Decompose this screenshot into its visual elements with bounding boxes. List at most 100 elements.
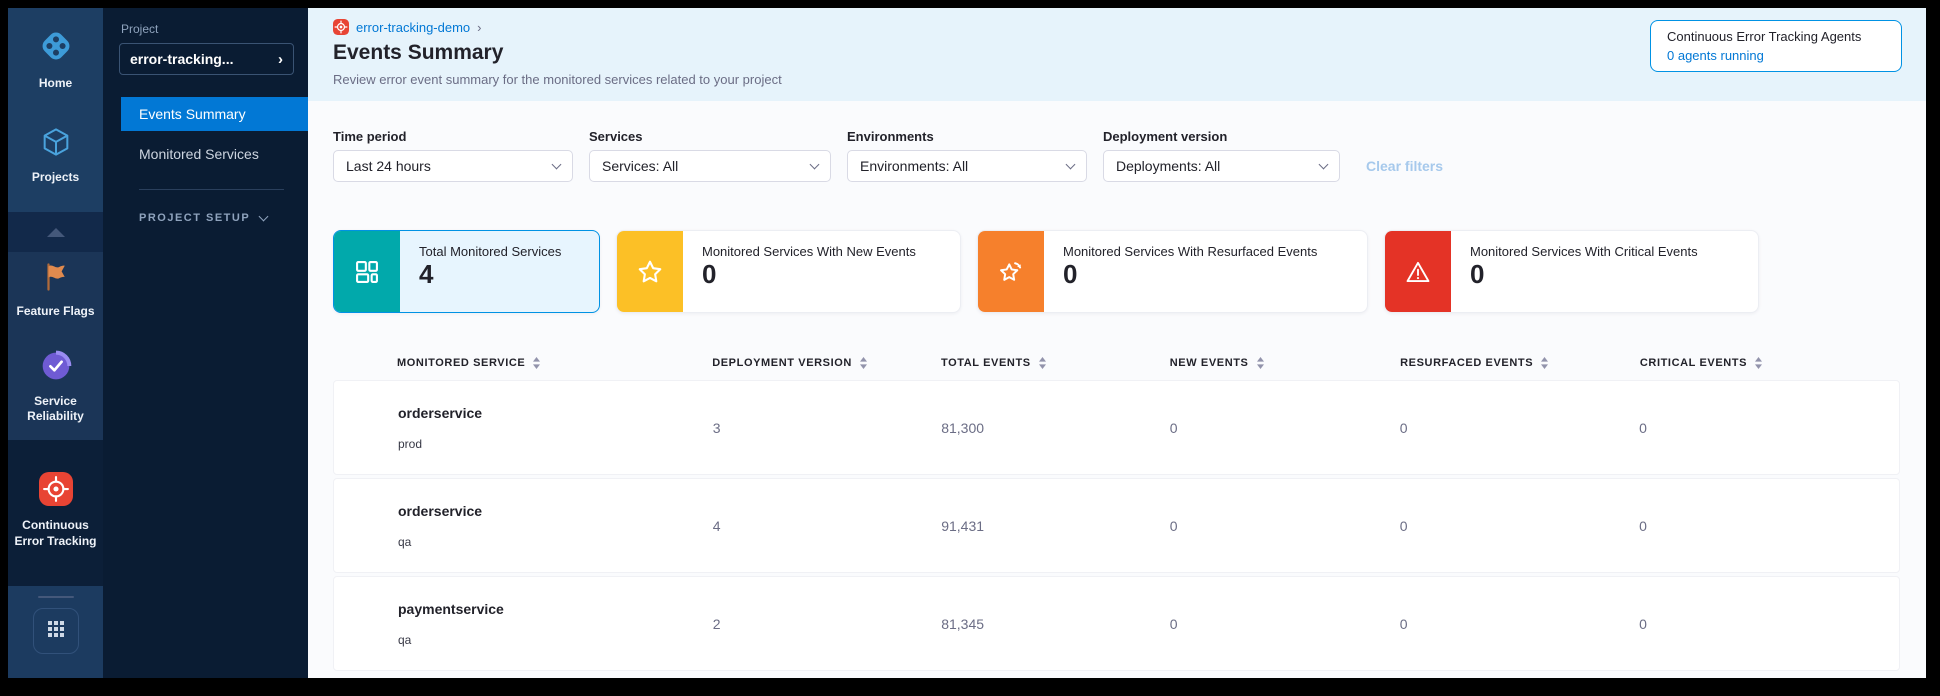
deployment-version-cell: 3 (712, 419, 721, 436)
service-cell: paymentservice qa (334, 601, 713, 647)
select-value: Services: All (602, 158, 679, 174)
rail-section-modules: Feature Flags Service Reliability (8, 252, 103, 440)
grid-dots-icon (47, 620, 65, 643)
main-content: error-tracking-demo › Events Summary Rev… (308, 8, 1926, 678)
card-value: 4 (419, 259, 434, 289)
page-subtitle: Review error event summary for the monit… (333, 72, 782, 87)
events-table: MONITORED SERVICE DEPLOYMENT VERSION TOT… (333, 350, 1900, 678)
card-label: Monitored Services With New Events (702, 244, 916, 259)
column-header-new-events[interactable]: NEW EVENTS (1170, 356, 1400, 370)
select-value: Environments: All (860, 158, 969, 174)
project-setup-toggle[interactable]: PROJECT SETUP (139, 211, 308, 224)
filter-label: Services (589, 129, 643, 144)
filter-environments: Environments Environments: All (847, 129, 1087, 182)
card-critical-events[interactable]: Monitored Services With Critical Events … (1384, 230, 1759, 313)
rail-item-feature-flags[interactable]: Feature Flags (8, 254, 103, 328)
chevron-right-icon: › (278, 50, 283, 68)
harness-home-icon (38, 28, 74, 69)
rail-item-home[interactable]: Home (8, 20, 103, 100)
sort-icon[interactable] (1038, 356, 1047, 370)
error-tracking-icon (38, 472, 73, 511)
agents-running-link[interactable]: 0 agents running (1667, 48, 1764, 63)
card-total-monitored-services[interactable]: Total Monitored Services 4 (333, 230, 600, 313)
nav-item-events-summary[interactable]: Events Summary (121, 97, 308, 131)
feature-flags-icon (41, 262, 71, 297)
column-header-resurfaced-events[interactable]: RESURFACED EVENTS (1400, 356, 1640, 370)
chevron-down-icon (551, 159, 562, 169)
agents-status-card: Continuous Error Tracking Agents 0 agent… (1650, 20, 1902, 72)
column-header-deployment-version[interactable]: DEPLOYMENT VERSION (712, 356, 941, 370)
project-label: Project (121, 22, 159, 36)
card-resurfaced-events[interactable]: Monitored Services With Resurfaced Event… (977, 230, 1368, 313)
star-resurfaced-icon (978, 231, 1044, 312)
filter-deployment-version: Deployment version Deployments: All (1103, 129, 1340, 182)
rail-item-label: Service Reliability (27, 393, 84, 424)
card-value: 0 (1470, 259, 1485, 289)
chevron-up-icon (46, 227, 65, 237)
services-select[interactable]: Services: All (589, 150, 831, 182)
service-environment: qa (398, 534, 412, 549)
card-value: 0 (1063, 259, 1078, 289)
rail-item-label: Projects (31, 169, 80, 184)
service-name: orderservice (398, 502, 483, 519)
clear-filters-button[interactable]: Clear filters (1366, 158, 1444, 174)
module-rail: Home Projects Feature Flags (8, 8, 103, 678)
warning-triangle-icon (1385, 231, 1451, 312)
breadcrumb: error-tracking-demo › (333, 19, 1926, 35)
nav-divider (139, 189, 284, 190)
time-period-select[interactable]: Last 24 hours (333, 150, 573, 182)
sort-icon[interactable] (1256, 356, 1265, 370)
rail-scroll-up[interactable] (8, 212, 103, 252)
rail-item-error-tracking[interactable]: Continuous Error Tracking (8, 464, 103, 557)
column-header-total-events[interactable]: TOTAL EVENTS (941, 356, 1170, 370)
module-grid-button[interactable] (32, 608, 79, 654)
grid-layout-icon (334, 231, 400, 312)
card-new-events[interactable]: Monitored Services With New Events 0 (616, 230, 961, 313)
filter-label: Deployment version (1103, 129, 1228, 144)
breadcrumb-project-link[interactable]: error-tracking-demo (356, 19, 471, 35)
rail-divider (37, 596, 74, 598)
deployments-select[interactable]: Deployments: All (1103, 150, 1340, 182)
service-cell: orderservice prod (334, 405, 713, 451)
resurfaced-events-cell: 0 (1399, 517, 1408, 534)
critical-events-cell: 0 (1639, 517, 1647, 534)
nav-item-monitored-services[interactable]: Monitored Services (139, 146, 259, 162)
sort-icon[interactable] (532, 356, 541, 370)
table-row[interactable]: orderservice prod 3 81,300 0 0 0 (333, 380, 1900, 475)
environments-select[interactable]: Environments: All (847, 150, 1087, 182)
select-value: Deployments: All (1116, 158, 1221, 174)
summary-cards: Total Monitored Services 4 Monitored Ser… (333, 230, 1900, 313)
rail-item-label: Continuous Error Tracking (14, 518, 97, 548)
sort-icon[interactable] (1540, 356, 1549, 370)
sort-icon[interactable] (1754, 356, 1763, 370)
resurfaced-events-cell: 0 (1399, 419, 1408, 436)
table-row[interactable]: paymentservice qa 2 81,345 0 0 0 (333, 576, 1900, 671)
rail-item-label: Feature Flags (16, 304, 95, 318)
page-header: error-tracking-demo › Events Summary Rev… (308, 8, 1926, 101)
rail-section-bottom (8, 586, 103, 678)
content-area: Time period Last 24 hours Services Servi… (308, 101, 1926, 678)
card-label: Total Monitored Services (419, 244, 562, 259)
table-header-row: MONITORED SERVICE DEPLOYMENT VERSION TOT… (333, 350, 1900, 380)
column-header-monitored-service[interactable]: MONITORED SERVICE (333, 356, 712, 370)
card-value: 0 (702, 259, 717, 289)
table-row[interactable]: orderservice qa 4 91,431 0 0 0 (333, 478, 1900, 573)
filter-label: Environments (847, 129, 934, 144)
service-name: orderservice (398, 404, 483, 421)
project-setup-label: PROJECT SETUP (139, 212, 251, 224)
deployment-version-cell: 2 (712, 615, 721, 632)
card-label: Monitored Services With Resurfaced Event… (1063, 244, 1318, 259)
critical-events-cell: 0 (1639, 615, 1647, 632)
project-selector[interactable]: error-tracking... › (119, 43, 294, 75)
chevron-down-icon (809, 159, 820, 169)
card-label: Monitored Services With Critical Events (1470, 244, 1698, 259)
service-reliability-icon (40, 350, 72, 387)
filter-label: Time period (333, 129, 407, 144)
new-events-cell: 0 (1169, 615, 1178, 632)
sort-icon[interactable] (859, 356, 868, 370)
rail-item-projects[interactable]: Projects (8, 118, 103, 194)
column-header-critical-events[interactable]: CRITICAL EVENTS (1640, 356, 1900, 370)
rail-item-service-reliability[interactable]: Service Reliability (8, 342, 103, 433)
agents-card-title: Continuous Error Tracking Agents (1667, 29, 1862, 44)
page-title: Events Summary (333, 41, 504, 64)
